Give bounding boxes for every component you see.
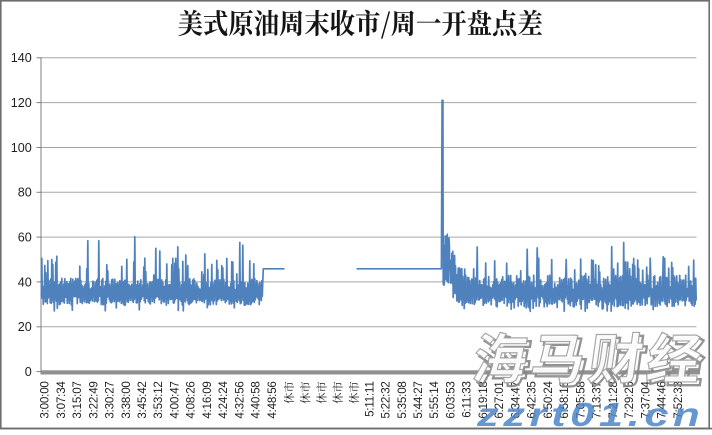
svg-text:6:42:35: 6:42:35: [526, 381, 539, 418]
svg-text:6:50:24: 6:50:24: [542, 381, 555, 419]
svg-text:5:44:27: 5:44:27: [412, 381, 425, 418]
svg-text:4:08:26: 4:08:26: [185, 381, 198, 418]
svg-text:40: 40: [18, 275, 32, 289]
svg-text:4:24:24: 4:24:24: [217, 381, 230, 419]
svg-text:3:00:00: 3:00:00: [39, 381, 52, 418]
svg-text:7:44:46: 7:44:46: [656, 381, 669, 418]
svg-text:4:16:09: 4:16:09: [201, 381, 214, 418]
svg-text:20: 20: [18, 320, 32, 334]
svg-text:7:21:28: 7:21:28: [607, 381, 620, 418]
svg-text:4:32:56: 4:32:56: [233, 381, 246, 418]
svg-text:60: 60: [18, 231, 32, 245]
svg-text:6:11:33: 6:11:33: [461, 381, 474, 417]
svg-text:6:58:16: 6:58:16: [558, 381, 571, 418]
svg-text:80: 80: [18, 186, 32, 200]
svg-text:3:22:49: 3:22:49: [87, 381, 100, 418]
svg-text:5:11:11: 5:11:11: [363, 381, 376, 417]
svg-text:100: 100: [11, 141, 32, 155]
svg-text:4:48:56: 4:48:56: [266, 381, 279, 418]
svg-text:3:38:00: 3:38:00: [120, 381, 133, 418]
svg-text:5:55:14: 5:55:14: [428, 381, 441, 419]
svg-text:5:35:08: 5:35:08: [396, 381, 409, 418]
svg-text:4:40:58: 4:40:58: [250, 381, 263, 418]
svg-text:5:22:32: 5:22:32: [380, 381, 393, 418]
svg-text:3:45:42: 3:45:42: [136, 381, 149, 418]
svg-text:zzrt01.cn: zzrt01.cn: [476, 396, 704, 430]
svg-text:7:05:58: 7:05:58: [574, 381, 587, 418]
svg-text:7:52:33: 7:52:33: [672, 381, 685, 418]
svg-text:3:15:07: 3:15:07: [71, 381, 84, 418]
svg-text:7:13:37: 7:13:37: [591, 381, 604, 418]
svg-text:7:37:04: 7:37:04: [639, 381, 652, 419]
svg-text:7:29:25: 7:29:25: [623, 381, 636, 418]
svg-text:6:27:01: 6:27:01: [493, 381, 506, 418]
svg-text:6:19:18: 6:19:18: [477, 381, 490, 418]
svg-text:0: 0: [25, 365, 32, 379]
svg-text:3:30:27: 3:30:27: [104, 381, 117, 418]
svg-text:3:07:34: 3:07:34: [55, 381, 68, 419]
svg-text:4:00:47: 4:00:47: [168, 381, 181, 418]
svg-text:6:34:47: 6:34:47: [509, 381, 522, 418]
svg-text:140: 140: [11, 51, 32, 65]
svg-text:3:53:12: 3:53:12: [152, 381, 165, 418]
svg-text:6:03:53: 6:03:53: [444, 381, 457, 418]
svg-text:120: 120: [11, 96, 32, 110]
